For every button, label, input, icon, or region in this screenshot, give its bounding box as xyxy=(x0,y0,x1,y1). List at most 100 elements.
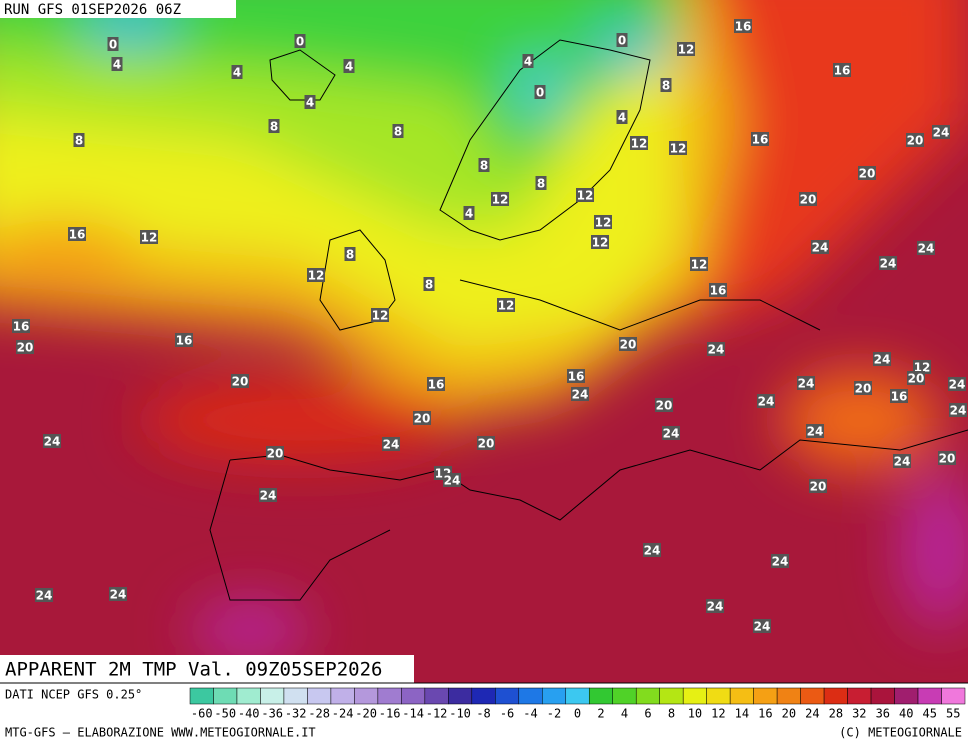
colorbar-swatch xyxy=(823,687,848,705)
map-label: 20 xyxy=(478,437,495,451)
map-label: 20 xyxy=(907,134,924,148)
map-label-box xyxy=(491,192,509,206)
colorbar-swatch xyxy=(588,687,613,705)
map-label-box xyxy=(751,132,769,146)
map-label: 24 xyxy=(663,427,680,441)
colorbar-swatch xyxy=(542,687,567,705)
run-label: RUN GFS 01SEP2026 06Z xyxy=(4,2,181,18)
map-label-box xyxy=(616,110,628,124)
map-label: 8 xyxy=(270,120,278,134)
map-label-box xyxy=(307,268,325,282)
map-label: 0 xyxy=(296,35,304,49)
map-label: 24 xyxy=(874,353,891,367)
colorbar-swatch xyxy=(495,687,520,705)
colorbar-label: -10 xyxy=(449,707,471,721)
map-label-box xyxy=(753,619,771,633)
colorbar: -60 -50 -40 -36 -32 -28 -24 -20 -16 -14 -12 -10 -8 -6… xyxy=(189,687,966,721)
colorbar-swatch xyxy=(753,687,778,705)
map-label: 8 xyxy=(75,134,83,148)
map-label-box xyxy=(809,479,827,493)
map-label: 4 xyxy=(465,207,473,221)
map-label-box xyxy=(111,57,123,71)
map-label-box xyxy=(371,308,389,322)
map-label: 24 xyxy=(383,438,400,452)
map-label: 12 xyxy=(141,231,158,245)
map-label-box xyxy=(655,398,673,412)
map-label-box xyxy=(879,256,897,270)
map-label: 20 xyxy=(414,412,431,426)
colorbar-swatch xyxy=(518,687,543,705)
title-box xyxy=(0,655,414,683)
colorbar-label: 32 xyxy=(852,707,866,721)
map-label: 24 xyxy=(798,377,815,391)
map-label-box xyxy=(811,240,829,254)
map-label-box xyxy=(932,125,950,139)
map-label: 0 xyxy=(618,34,626,48)
map-label: 16 xyxy=(69,228,86,242)
colorbar-label: 28 xyxy=(829,707,843,721)
map-label: 12 xyxy=(492,193,509,207)
map-field xyxy=(0,0,968,683)
map-label: 8 xyxy=(537,177,545,191)
colorbar-label: 24 xyxy=(805,707,819,721)
map-label: 8 xyxy=(662,79,670,93)
colorbar-label: -6 xyxy=(500,707,514,721)
colorbar-swatch xyxy=(659,687,684,705)
map-label-box xyxy=(948,377,966,391)
map-label-box xyxy=(706,599,724,613)
map-label-box xyxy=(107,37,119,51)
colorbar-swatch xyxy=(189,687,214,705)
map-label: 8 xyxy=(346,248,354,262)
map-label: 12 xyxy=(498,299,515,313)
map-label: 24 xyxy=(44,435,61,449)
map-label-box xyxy=(12,319,30,333)
map-label: 20 xyxy=(939,452,956,466)
map-label-box xyxy=(757,394,775,408)
map-label-box xyxy=(382,437,400,451)
colorbar-label: 2 xyxy=(597,707,604,721)
map-label: 16 xyxy=(891,390,908,404)
colorbar-label: 14 xyxy=(735,707,749,721)
map-label: 12 xyxy=(577,189,594,203)
map-label-box xyxy=(392,124,404,138)
map-label-box xyxy=(343,59,355,73)
map-label-box xyxy=(266,446,284,460)
map-label: 12 xyxy=(631,137,648,151)
map-label: 20 xyxy=(17,341,34,355)
map-label-box xyxy=(35,588,53,602)
map-label: 24 xyxy=(36,589,53,603)
colorbar-label: 8 xyxy=(668,707,675,721)
colorbar-swatch xyxy=(236,687,261,705)
colorbar-label: -14 xyxy=(402,707,424,721)
map-label-box xyxy=(16,340,34,354)
colorbar-label: 45 xyxy=(923,707,937,721)
map-label-box xyxy=(662,426,680,440)
map-label: 24 xyxy=(444,474,461,488)
map-label-box xyxy=(175,333,193,347)
colorbar-swatch xyxy=(706,687,731,705)
colorbar-swatch xyxy=(917,687,942,705)
footer-left: MTG-GFS — ELABORAZIONE WWW.METEOGIORNALE… xyxy=(5,726,316,740)
map-label: 24 xyxy=(772,555,789,569)
map-label: 24 xyxy=(894,455,911,469)
map-label-box xyxy=(591,235,609,249)
map-label-box xyxy=(669,141,687,155)
colorbar-swatch xyxy=(565,687,590,705)
map-label-box xyxy=(890,389,908,403)
map-label: 20 xyxy=(232,375,249,389)
map-label: 8 xyxy=(425,278,433,292)
map-label: 20 xyxy=(620,338,637,352)
colorbar-swatch xyxy=(354,687,379,705)
map-title: APPARENT 2M TMP Val. 09Z05SEP2026 xyxy=(5,659,383,681)
map-label: 20 xyxy=(800,193,817,207)
map-label: 24 xyxy=(758,395,775,409)
map-label: 16 xyxy=(568,370,585,384)
colorbar-label: -2 xyxy=(547,707,561,721)
colorbar-label: 0 xyxy=(574,707,581,721)
colorbar-label: 16 xyxy=(758,707,772,721)
map-label: 4 xyxy=(524,55,532,69)
colorbar-swatch xyxy=(424,687,449,705)
map-label-box xyxy=(140,230,158,244)
map-label-box xyxy=(571,387,589,401)
